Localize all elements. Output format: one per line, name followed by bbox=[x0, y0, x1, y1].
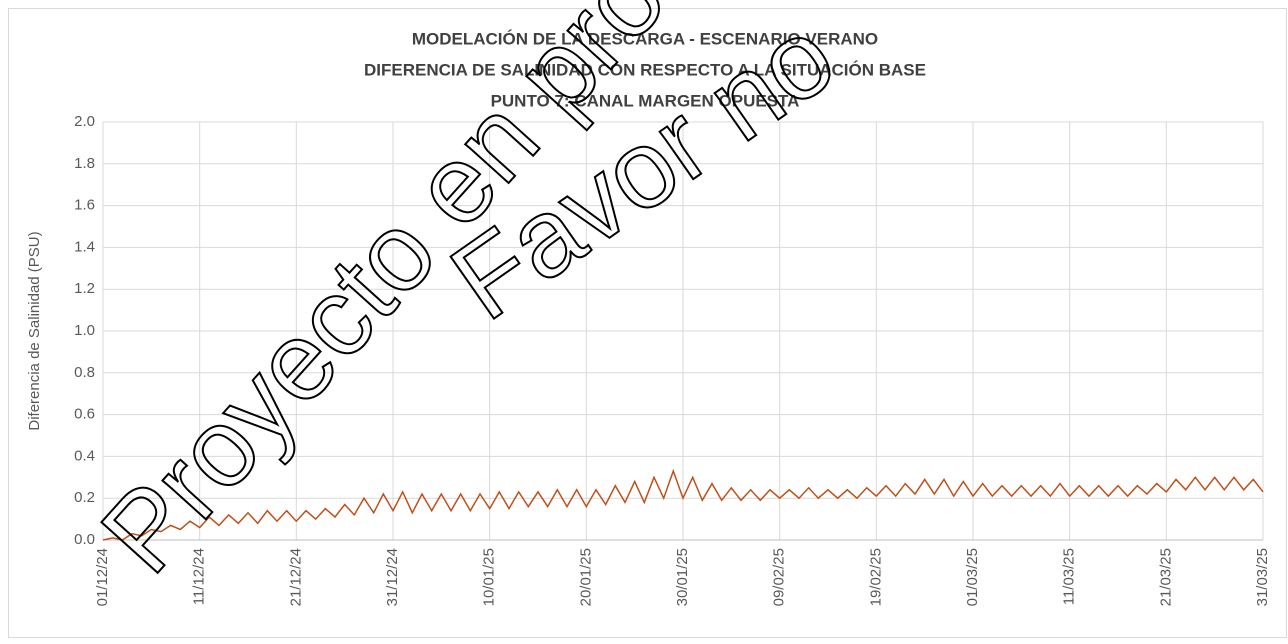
y-axis-label: Diferencia de Salinidad (PSU) bbox=[26, 231, 43, 430]
x-tick-label: 11/03/25 bbox=[1061, 548, 1078, 605]
x-tick-label: 31/03/25 bbox=[1254, 548, 1271, 606]
data-line bbox=[102, 468, 1264, 541]
y-tick-label: 1.4 bbox=[74, 238, 95, 255]
x-tick-label: 21/12/24 bbox=[287, 548, 304, 606]
y-tick-label: 0.2 bbox=[74, 489, 95, 506]
chart-title: MODELACIÓN DE LA DESCARGA - ESCENARIO VE… bbox=[412, 29, 878, 48]
y-tick-label: 0.8 bbox=[74, 364, 95, 381]
y-tick-label: 0.6 bbox=[74, 406, 95, 423]
chart-title: DIFERENCIA DE SALINIDAD CON RESPECTO A L… bbox=[364, 60, 926, 79]
x-tick-label: 19/02/25 bbox=[867, 548, 884, 606]
y-tick-label: 1.6 bbox=[74, 197, 95, 214]
x-tick-label: 31/12/24 bbox=[384, 548, 401, 606]
x-tick-label: 01/03/25 bbox=[964, 548, 981, 606]
x-tick-label: 01/12/24 bbox=[94, 548, 111, 606]
chart-title: PUNTO 7: CANAL MARGEN OPUESTA bbox=[491, 91, 800, 110]
x-tick-label: 30/01/25 bbox=[674, 548, 691, 606]
x-tick-label: 21/03/25 bbox=[1157, 548, 1174, 606]
x-tick-label: 09/02/25 bbox=[771, 548, 788, 606]
y-tick-label: 1.0 bbox=[74, 322, 95, 339]
x-tick-label: 10/01/25 bbox=[481, 548, 498, 606]
y-tick-label: 1.2 bbox=[74, 280, 95, 297]
y-tick-label: 0.4 bbox=[74, 447, 95, 464]
y-tick-label: 0.0 bbox=[74, 531, 95, 548]
y-tick-label: 1.8 bbox=[74, 155, 95, 172]
x-tick-label: 20/01/25 bbox=[577, 548, 594, 606]
chart-border bbox=[8, 8, 1287, 638]
x-tick-label: 11/12/24 bbox=[191, 548, 208, 605]
y-tick-label: 2.0 bbox=[74, 113, 95, 130]
